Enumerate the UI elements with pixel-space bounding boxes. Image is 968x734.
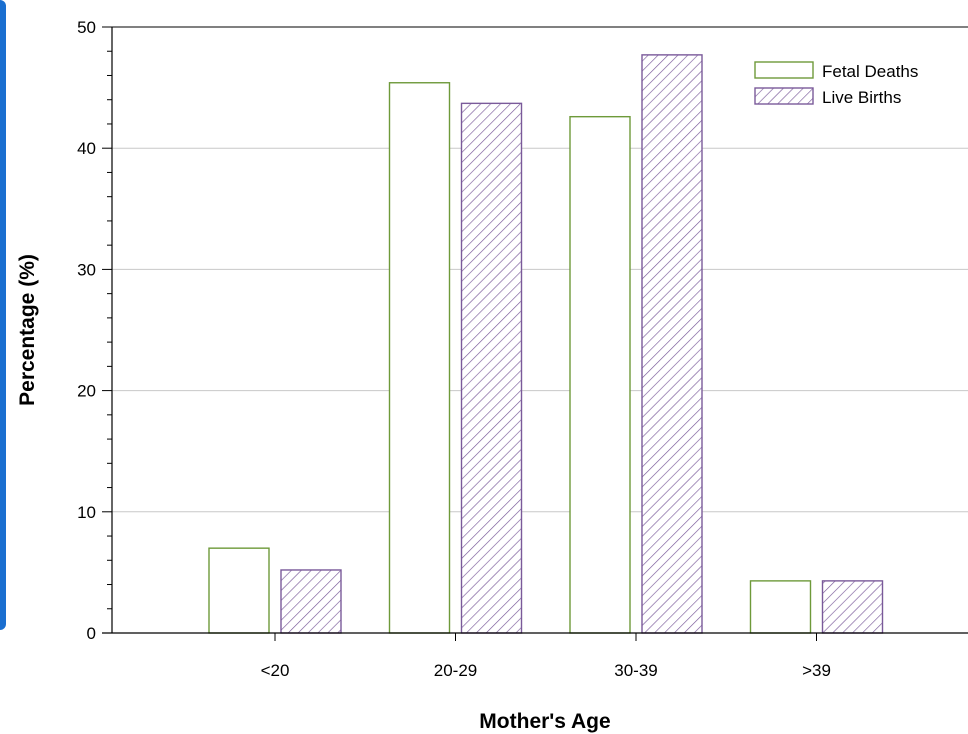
y-tick-label: 30	[77, 260, 96, 279]
x-tick-label: 20-29	[434, 661, 477, 680]
bar-fetal-deaths-1	[388, 82, 451, 634]
legend: Fetal Deaths Live Births	[754, 61, 918, 107]
x-tick-label: 30-39	[614, 661, 657, 680]
legend-label-fetal-deaths: Fetal Deaths	[822, 62, 918, 81]
legend-swatch-fetal-deaths	[754, 61, 814, 79]
bar-live-births-3	[821, 580, 884, 634]
y-axis-ticks: 0 10 20 30 40 50	[77, 18, 112, 643]
bar-fetal-deaths-0	[208, 547, 270, 634]
bar-fetal-deaths-2	[569, 115, 631, 634]
y-axis-title: Percentage (%)	[16, 254, 39, 406]
y-tick-label: 0	[87, 624, 96, 643]
bar-fetal-deaths-3	[749, 580, 812, 634]
x-axis-title: Mother's Age	[479, 710, 610, 733]
legend-swatch-live-births	[754, 87, 814, 105]
bar-live-births-0	[280, 569, 342, 634]
bar-live-births-1	[460, 102, 523, 634]
bars	[208, 54, 884, 634]
x-axis-ticks: <20 20-29 30-39 >39	[261, 633, 831, 680]
y-tick-label: 40	[77, 139, 96, 158]
axes	[102, 27, 968, 634]
window-edge-accent	[0, 0, 6, 630]
x-tick-label: <20	[261, 661, 290, 680]
gridlines	[112, 26, 968, 513]
bar-live-births-2	[641, 54, 703, 634]
legend-label-live-births: Live Births	[822, 88, 901, 107]
y-tick-label: 20	[77, 382, 96, 401]
x-tick-label: >39	[802, 661, 831, 680]
y-tick-label: 10	[77, 503, 96, 522]
y-tick-label: 50	[77, 18, 96, 37]
